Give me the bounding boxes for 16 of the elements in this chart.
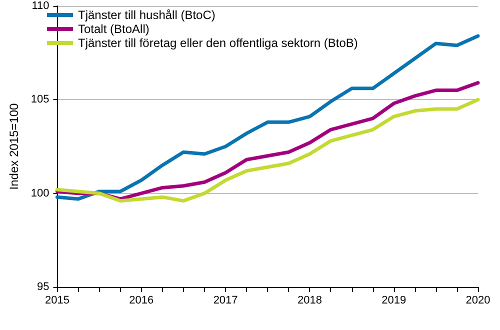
legend-label: Totalt (BtoAll) (78, 22, 150, 36)
y-tick-label: 110 (32, 0, 50, 12)
x-tick-label: 2020 (466, 294, 490, 306)
line-series (56, 34, 480, 201)
line-series (56, 98, 480, 203)
x-tick-label: 2016 (129, 294, 154, 306)
y-tick-label: 100 (30, 187, 50, 200)
legend-label: Tjänster till hushåll (BtoC) (78, 8, 216, 22)
x-tick-label: 2015 (45, 294, 70, 306)
y-axis-title: Index 2015=100 (7, 102, 21, 190)
x-tick-label: 2019 (382, 294, 406, 306)
legend-label: Tjänster till företag eller den offentliga sektorn (BtoB) (78, 36, 358, 50)
y-tick-label: 95 (37, 281, 50, 293)
x-tick-label: 2018 (297, 294, 322, 306)
x-tick-label: 2017 (213, 294, 238, 306)
y-tick-label: 105 (30, 94, 50, 106)
